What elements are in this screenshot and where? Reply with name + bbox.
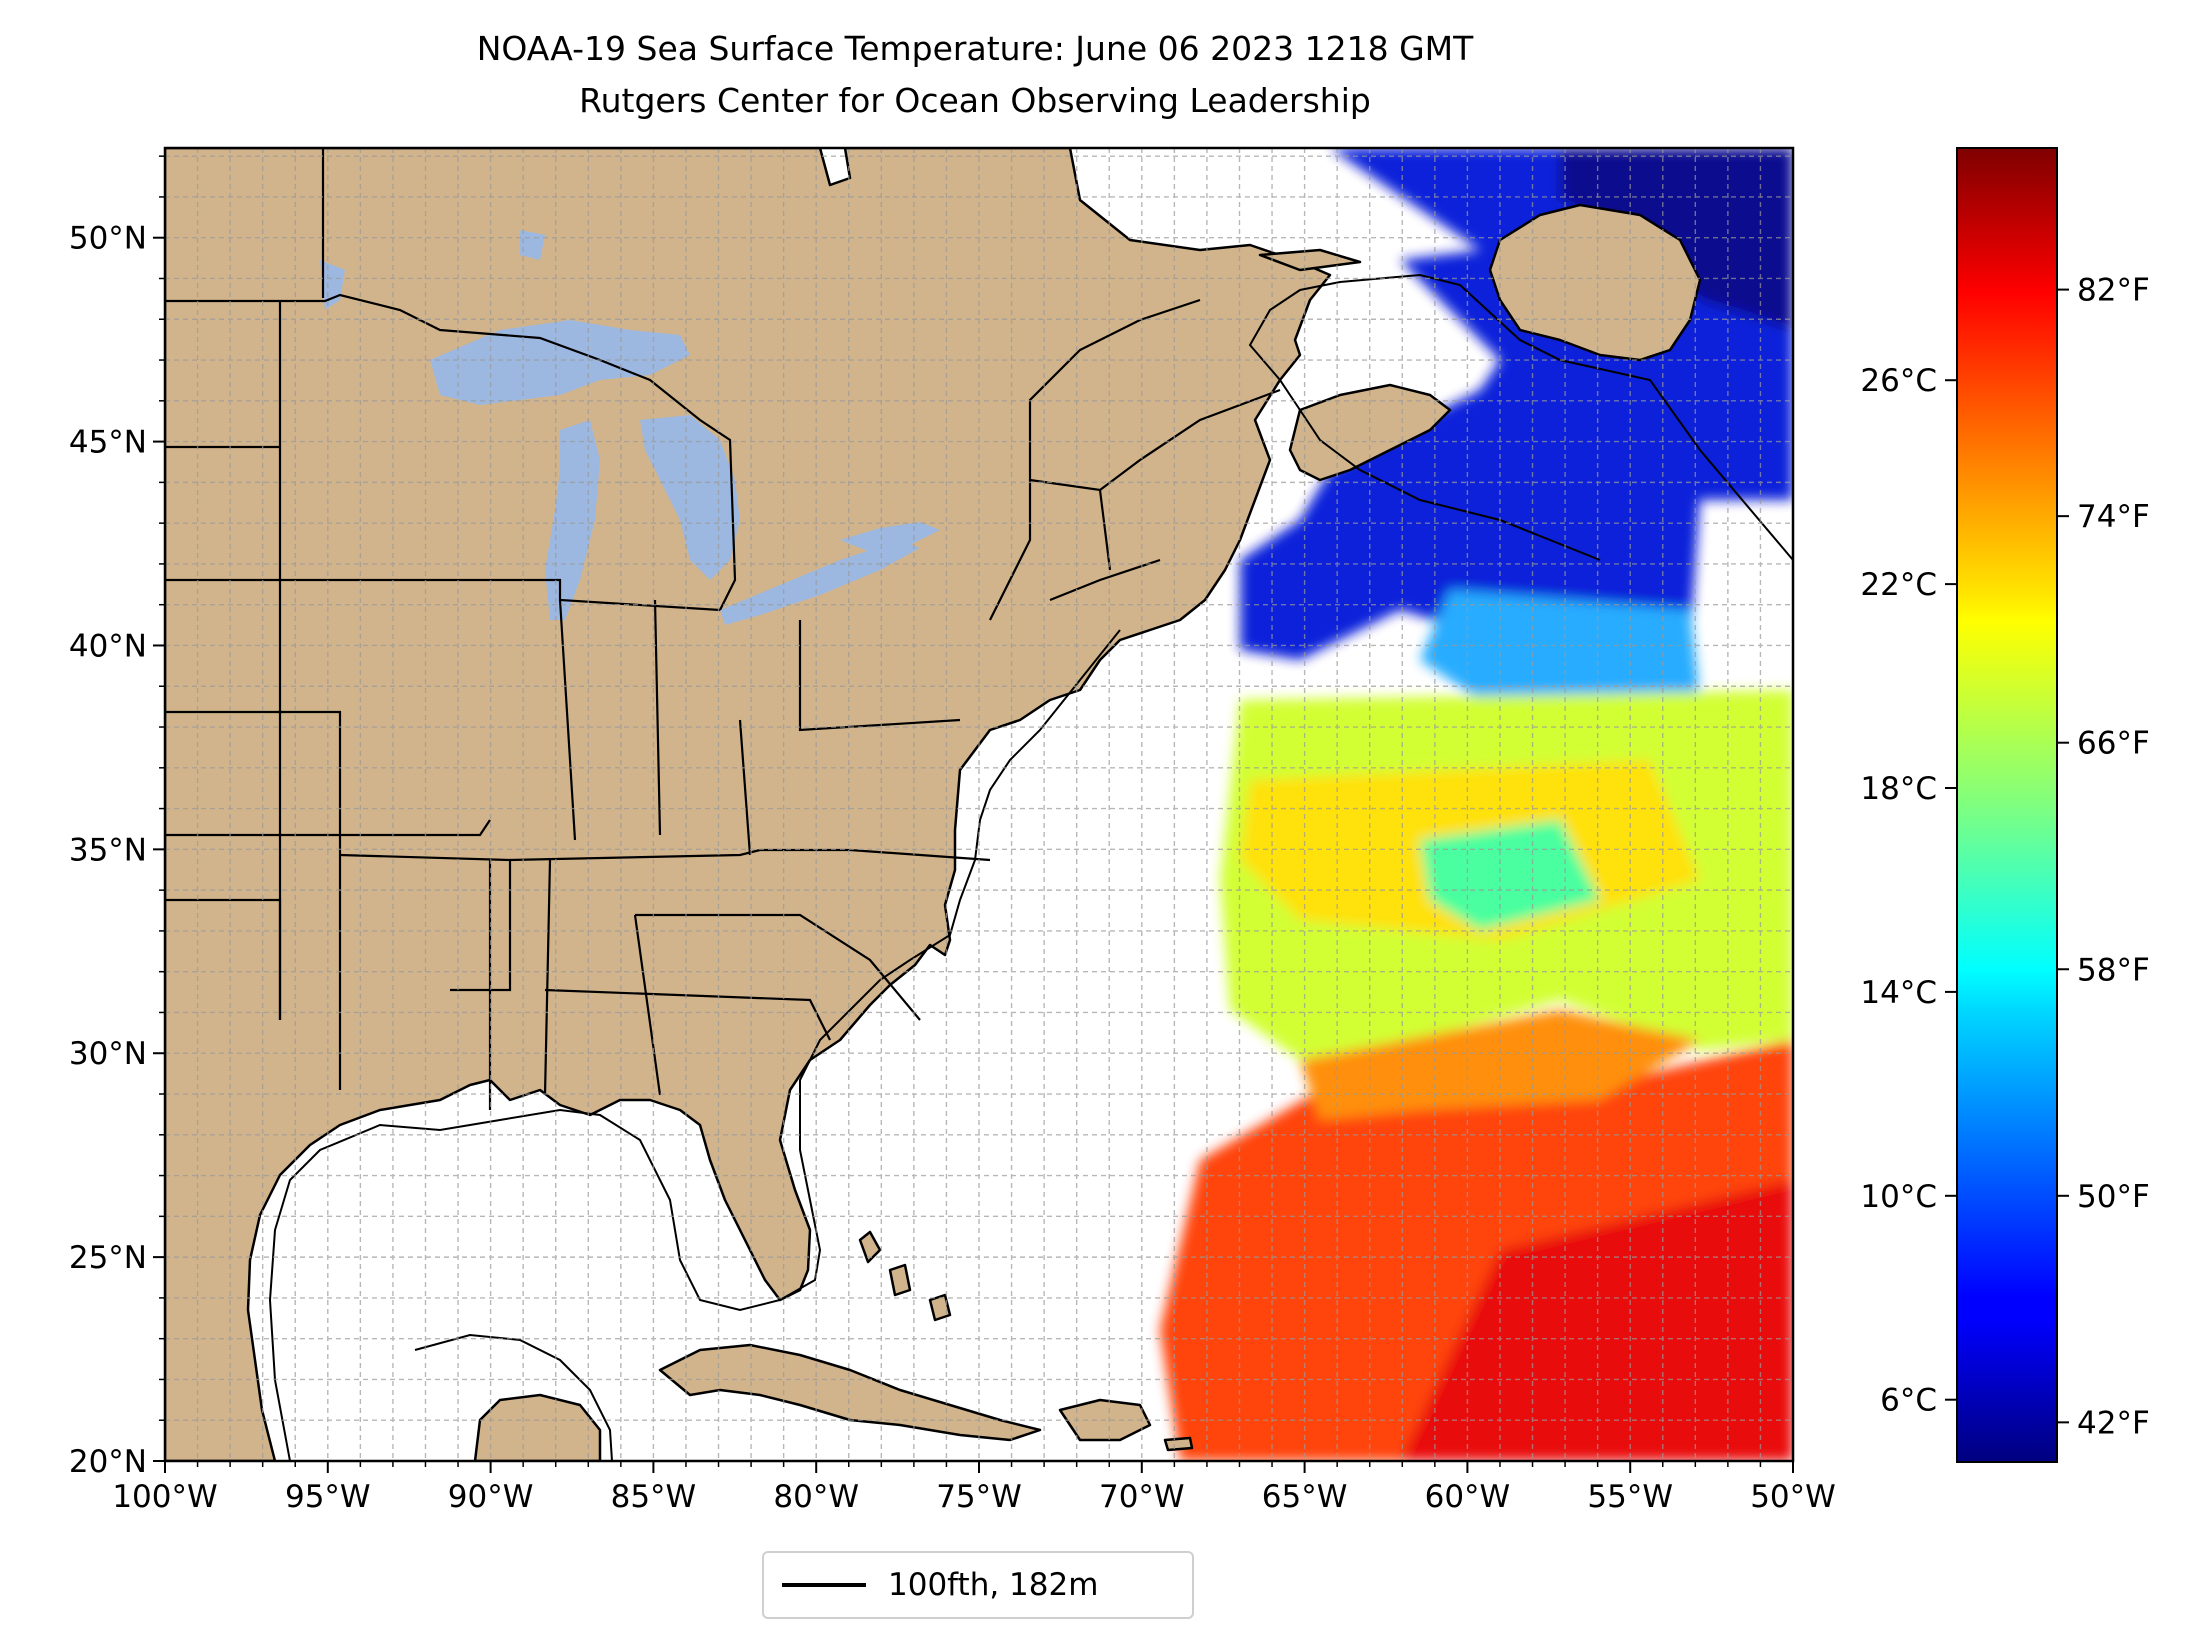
yucatan-land xyxy=(473,1393,602,1461)
fahrenheit-tick-label: 82°F xyxy=(2077,273,2150,309)
lake-erie xyxy=(720,540,920,625)
celsius-tick-label: 26°C xyxy=(1860,363,1937,399)
map-subtitle: Rutgers Center for Ocean Observing Leade… xyxy=(579,81,1371,120)
fahrenheit-tick-label: 74°F xyxy=(2077,499,2150,535)
lake-huron xyxy=(640,415,740,580)
lat-tick-label: 50°N xyxy=(69,221,147,257)
lon-tick-label: 95°W xyxy=(285,1479,371,1515)
colorbar-celsius-axis: 6°C 10°C 14°C 18°C 22°C 26°C xyxy=(1860,363,1957,1419)
newfoundland-land xyxy=(1488,203,1702,362)
sst-orange-edge xyxy=(1300,1010,1700,1120)
lake-ontario xyxy=(840,522,940,552)
puerto-rico-land xyxy=(1163,1436,1194,1452)
fahrenheit-tick-label: 50°F xyxy=(2077,1179,2150,1215)
anticosti-island xyxy=(1258,248,1362,272)
lon-tick-label: 60°W xyxy=(1425,1479,1511,1515)
lat-tick-label: 40°N xyxy=(69,628,147,664)
great-lakes xyxy=(320,230,940,625)
lon-tick-label: 55°W xyxy=(1587,1479,1673,1515)
colorbar-fahrenheit-axis: 42°F 50°F 58°F 66°F 74°F 82°F xyxy=(2057,273,2150,1441)
celsius-tick-label: 10°C xyxy=(1860,1179,1937,1215)
map-title: NOAA-19 Sea Surface Temperature: June 06… xyxy=(476,29,1474,68)
lake-michigan xyxy=(545,420,600,620)
lat-tick-label: 45°N xyxy=(69,425,147,461)
sst-imagery xyxy=(1160,148,1793,1461)
isobath-legend-swatch xyxy=(782,1583,866,1587)
lon-tick-label: 65°W xyxy=(1262,1479,1348,1515)
north-america-land xyxy=(165,148,1332,1461)
lat-tick-label: 30°N xyxy=(69,1036,147,1072)
lon-tick-label: 75°W xyxy=(936,1479,1022,1515)
lon-tick-label: 50°W xyxy=(1750,1479,1836,1515)
lon-tick-label: 100°W xyxy=(112,1479,217,1515)
nova-scotia-land xyxy=(1288,383,1452,482)
sst-teal-patches xyxy=(1420,820,1600,930)
sst-cool-band xyxy=(1420,590,1700,720)
fahrenheit-tick-label: 66°F xyxy=(2077,726,2150,762)
lat-tick-label: 20°N xyxy=(69,1444,147,1480)
political-borders xyxy=(165,148,1281,1110)
celsius-tick-label: 6°C xyxy=(1880,1383,1937,1419)
lake-winnipeg-portion xyxy=(320,260,345,310)
celsius-tick-label: 22°C xyxy=(1860,567,1937,603)
bahamas-land xyxy=(858,1230,952,1322)
fahrenheit-tick-label: 58°F xyxy=(2077,952,2150,988)
lon-tick-label: 70°W xyxy=(1099,1479,1185,1515)
lon-tick-label: 85°W xyxy=(611,1479,697,1515)
isobath-legend-label: 100fth, 182m xyxy=(888,1567,1099,1603)
lon-tick-label: 80°W xyxy=(773,1479,859,1515)
fahrenheit-tick-label: 42°F xyxy=(2077,1405,2150,1441)
longitude-axis: 100°W 95°W 90°W 85°W 80°W 75°W 70°W 65°W 60°W 55°… xyxy=(112,1461,1836,1515)
lat-tick-label: 25°N xyxy=(69,1240,147,1276)
graticule xyxy=(165,148,1793,1461)
celsius-tick-label: 18°C xyxy=(1860,771,1937,807)
colorbar xyxy=(1956,147,2058,1463)
lon-tick-label: 90°W xyxy=(448,1479,534,1515)
map-legend: 100fth, 182m xyxy=(762,1551,1194,1619)
latitude-axis: 20°N 25°N 30°N 35°N 40°N 45°N 50°N xyxy=(69,155,165,1480)
lake-superior xyxy=(430,320,690,405)
celsius-tick-label: 14°C xyxy=(1860,975,1937,1011)
lat-tick-label: 35°N xyxy=(69,832,147,868)
land xyxy=(165,148,1702,1461)
cuba-land xyxy=(658,1343,1042,1442)
